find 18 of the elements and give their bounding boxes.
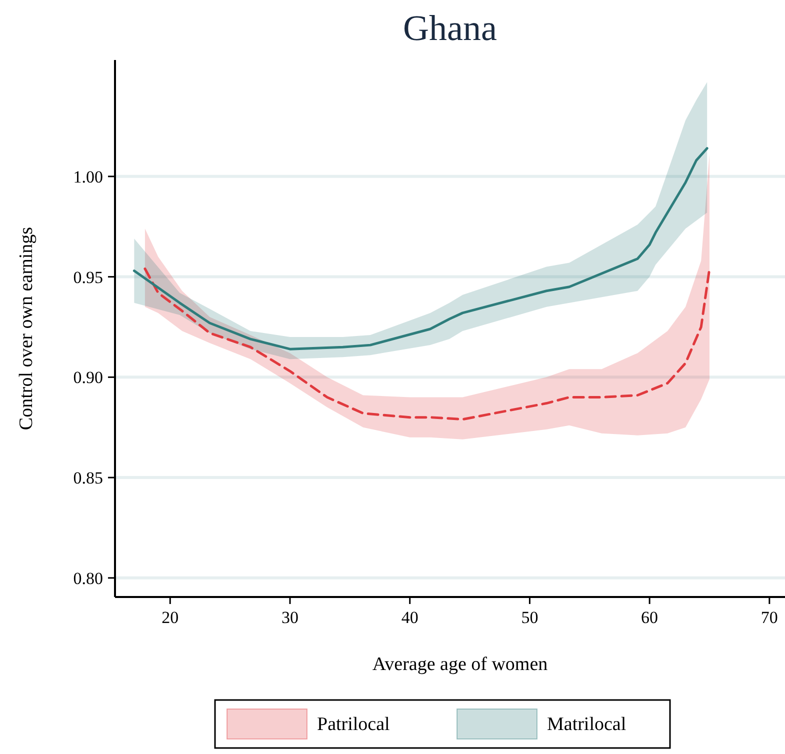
x-tick-label: 40	[401, 608, 418, 627]
legend-label: Patrilocal	[317, 714, 390, 735]
y-tick-label: 0.80	[73, 568, 103, 588]
x-tick-label: 70	[760, 608, 778, 627]
line-series	[144, 268, 711, 421]
x-tick-label: 30	[281, 608, 298, 627]
line-series	[132, 147, 708, 350]
legend-label: Matrilocal	[547, 714, 626, 735]
x-tick-label: 50	[521, 608, 538, 627]
x-tick-label: 20	[162, 608, 179, 627]
y-tick-label: 0.95	[73, 268, 103, 287]
chart-title: Ghana	[403, 8, 497, 48]
x-tick-label: 60	[641, 608, 658, 627]
y-tick-label: 0.85	[73, 468, 103, 488]
y-tick-label: 1.00	[73, 167, 103, 186]
x-axis-title: Average age of women	[372, 654, 548, 675]
y-axis-title: Control over own earnings	[16, 226, 37, 430]
y-tick-label: 0.90	[73, 368, 103, 388]
